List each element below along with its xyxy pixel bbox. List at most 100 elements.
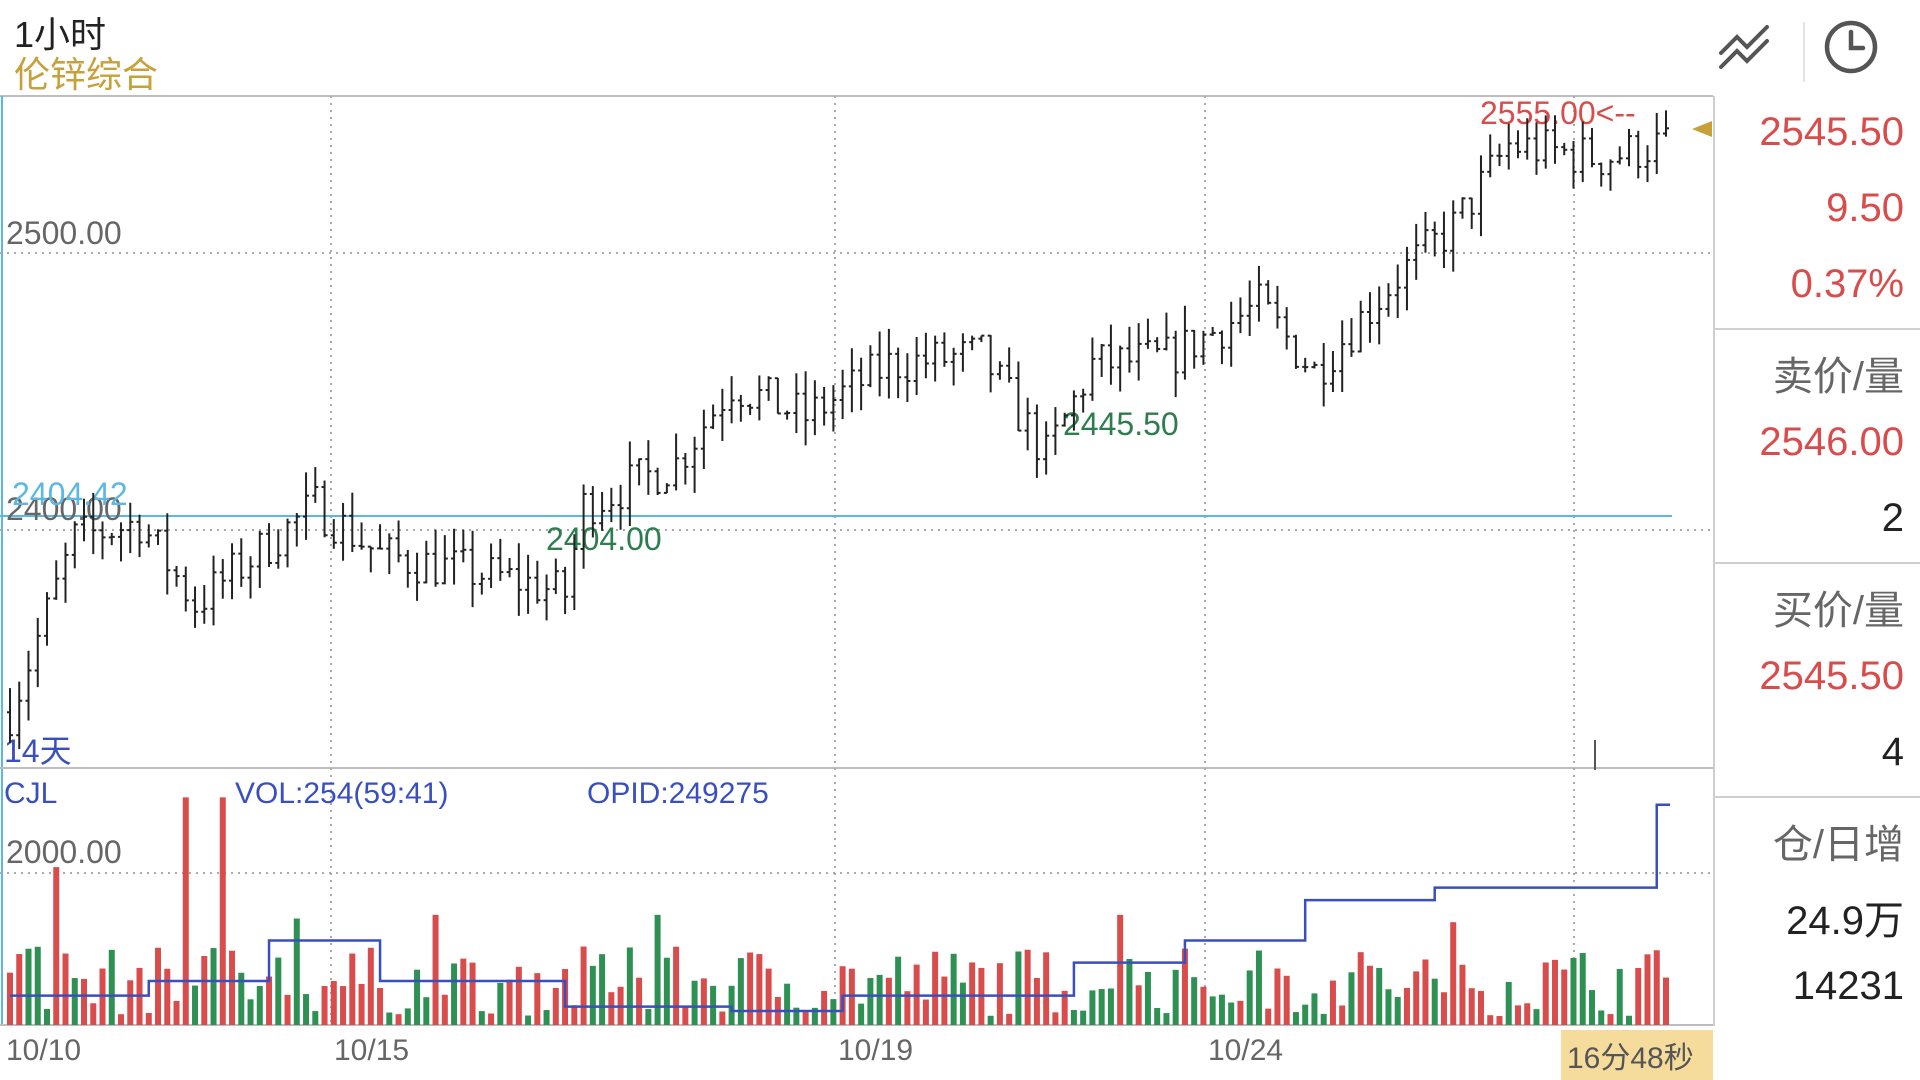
ohlc-bar [1033,404,1040,478]
volume-bar [1635,967,1642,1025]
volume-bar [1126,958,1133,1025]
volume-bar [1107,988,1114,1025]
ohlc-bar [1459,197,1466,219]
ohlc-bar [1237,297,1244,334]
ohlc-bar [1283,307,1290,350]
volume-bar [1052,1012,1059,1025]
volume-bar [1357,952,1364,1025]
ohlc-bar [811,380,818,436]
volume-bar [506,979,513,1025]
ohlc-bar [1107,324,1114,385]
volume-bar [1505,981,1512,1025]
ohlc-bar [1089,337,1096,401]
volume-bar [1218,994,1225,1025]
volume-bar [1080,1010,1087,1025]
volume-bar [1302,1004,1309,1025]
kline-chart[interactable]: 2500.00 2400.00 2404.42 2404.00 2445.50 … [0,0,1713,1080]
volume-bar [127,980,134,1025]
ohlc-bar [1376,286,1383,345]
volume-bar [1579,952,1586,1025]
countdown-label: 16分48秒 [1567,1042,1694,1075]
volume-bar [922,999,929,1025]
volume-bars [7,797,1669,1025]
volume-bar [1089,990,1096,1025]
volume-bar [599,954,606,1025]
ohlc-bar [1292,334,1299,369]
ohlc-bar [996,361,1003,380]
ohlc-bar [293,513,300,547]
ohlc-bar [1385,283,1392,317]
volume-bar [192,985,199,1025]
volume-bar [469,962,476,1025]
volume-bar [1348,972,1355,1025]
volume-bar [16,954,23,1025]
ohlc-bar [1440,211,1447,269]
ohlc-bar [414,552,421,601]
volume-bar [1033,977,1040,1025]
ohlc-bar [7,688,13,743]
ohlc-bar [663,483,670,494]
ohlc-bar [922,332,929,379]
ohlc-bar [645,440,652,495]
drawing-tool-icon[interactable] [1705,12,1785,82]
ohlc-bar [1524,118,1531,160]
ohlc-bar [1644,145,1651,183]
volume-bar [44,1008,51,1025]
ohlc-bar [210,555,217,626]
symbol-label[interactable]: 伦锌综合 [14,54,159,95]
volume-bar [747,952,754,1025]
ohlc-bar [543,574,550,621]
y-label-2500: 2500.00 [6,215,122,251]
volume-bar [691,980,698,1025]
volume-bar [1440,992,1447,1025]
ohlc-bar [895,347,902,399]
ohlc-bar [108,532,115,546]
volume-bar [811,1007,818,1025]
volume-bar [293,918,300,1025]
volume-bar [1431,978,1438,1025]
ohlc-bar [340,502,347,561]
ohlc-bar [525,554,532,614]
volume-bar [1098,989,1105,1025]
ohlc-bar [599,491,606,531]
mid-low-price-label: 2445.50 [1063,406,1179,442]
ohlc-bar [1366,292,1373,343]
ohlc-bar [617,484,624,530]
ohlc-bar [932,335,939,382]
volume-bar [1422,959,1429,1025]
volume-bar [256,986,263,1025]
ohlc-bar [1487,134,1494,178]
ohlc-bar [497,538,504,581]
ohlc-bar [1126,326,1133,373]
volume-bar [1237,1000,1244,1025]
ohlc-bar [821,386,828,426]
ohlc-bar [127,502,134,554]
ohlc-bar [756,375,763,421]
ohlc-bar [1191,329,1198,369]
volume-y-label: 2000.00 [6,834,122,870]
clock-icon[interactable] [1811,12,1891,82]
volume-bar [321,986,328,1025]
volume-bar [1024,949,1031,1025]
ohlc-bar [1570,141,1577,189]
ohlc-bar [978,334,985,343]
ohlc-bar [1172,330,1179,398]
bid-label: 买价/量 [1772,589,1904,633]
hline-value-label: 2404.42 [12,476,128,512]
ohlc-bar [885,328,892,399]
volume-bar [802,1012,809,1025]
period-label[interactable]: 1小时 [14,14,107,55]
ohlc-bar [515,543,522,616]
ohlc-bar [830,385,837,432]
ohlc-bar [1080,388,1087,413]
volume-bar [1376,967,1383,1025]
ohlc-bar [1024,397,1031,451]
ohlc-bar [173,565,180,587]
ohlc-bar [580,484,587,569]
ohlc-bar [1348,318,1355,357]
volume-bar [1246,970,1253,1025]
y-label-2400: 2400.00 [6,491,122,527]
ohlc-bar [747,403,754,415]
ohlc-bar [1561,142,1568,156]
ohlc-bar [478,572,485,595]
